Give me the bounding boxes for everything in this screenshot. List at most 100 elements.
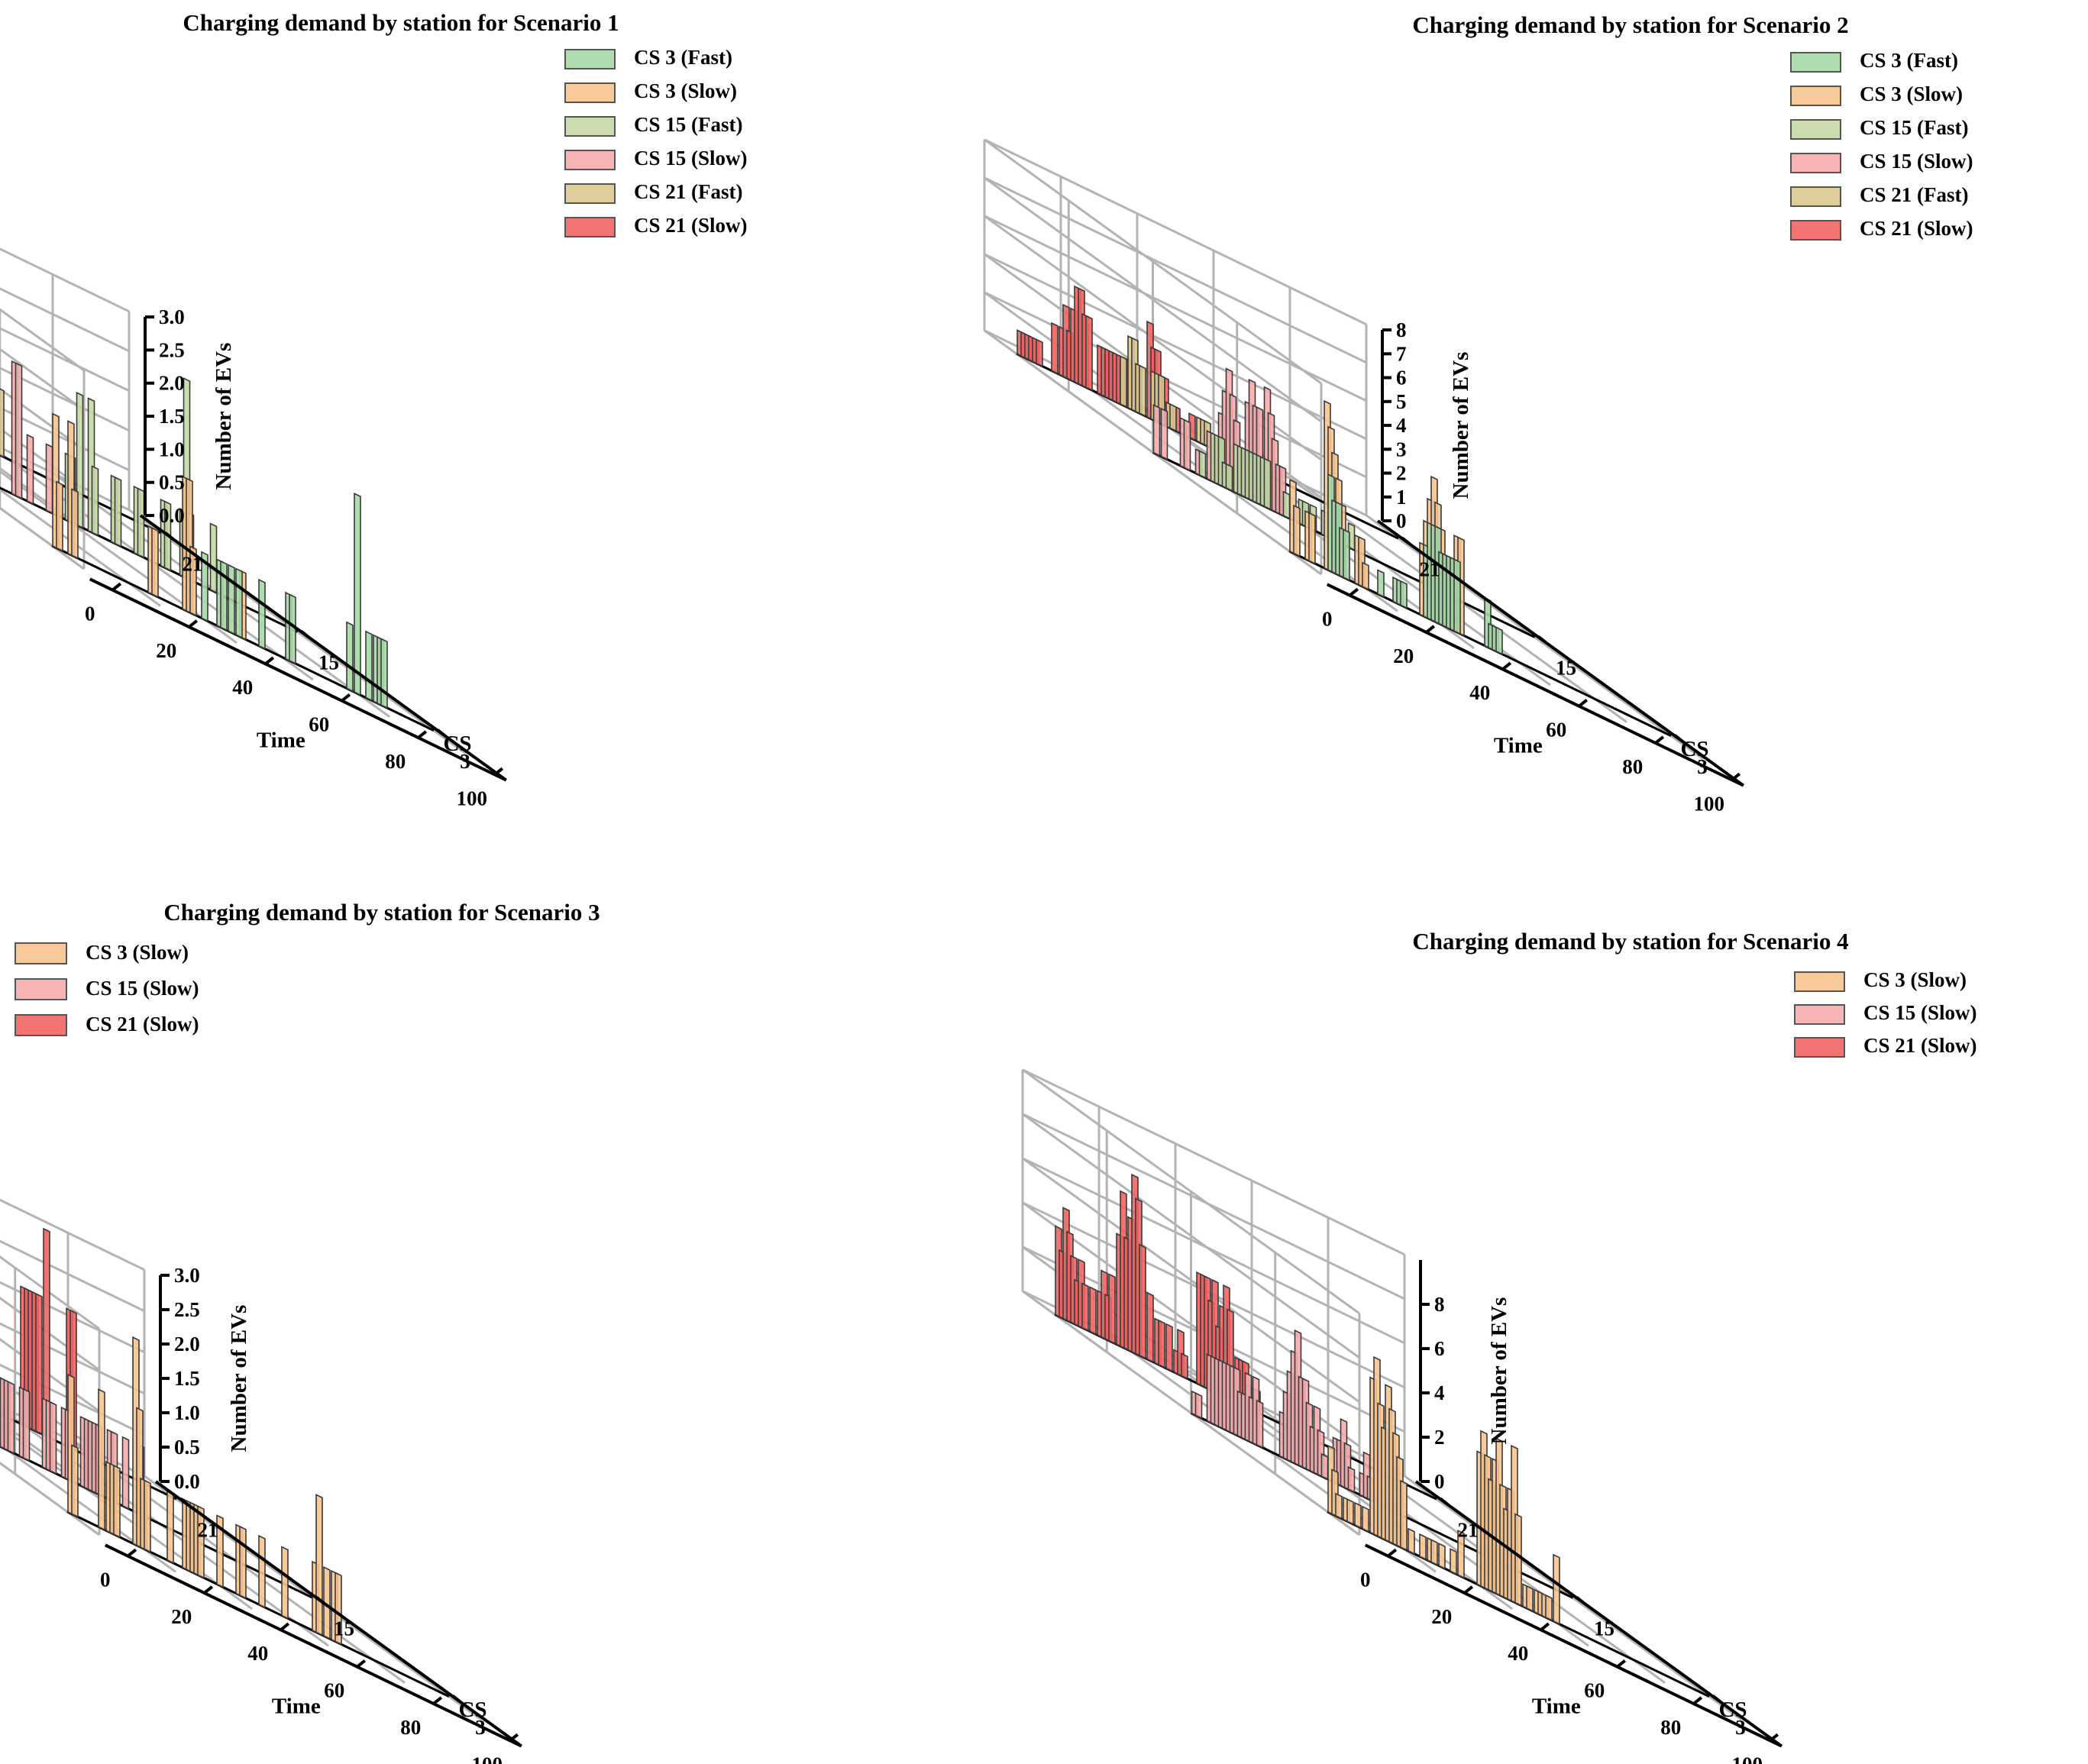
panel-scenario-3: Charging demand by station for Scenario … bbox=[0, 899, 600, 1764]
z-tick-label: 2 bbox=[1396, 462, 1407, 485]
bar bbox=[1160, 407, 1168, 460]
legend-label: CS 21 (Slow) bbox=[1860, 217, 1973, 240]
grid-line bbox=[0, 1363, 145, 1495]
bars bbox=[1055, 1173, 1560, 1625]
bar bbox=[1169, 402, 1177, 432]
time-tick-label: 40 bbox=[232, 676, 253, 699]
bar bbox=[1362, 1505, 1369, 1533]
bars bbox=[0, 1227, 342, 1646]
legend-label: CS 15 (Slow) bbox=[86, 977, 199, 1000]
legend-swatch bbox=[1790, 119, 1841, 140]
z-tick-label: 8 bbox=[1396, 318, 1407, 341]
legend-swatch bbox=[564, 217, 616, 237]
chart-title: Charging demand by station for Scenario … bbox=[1412, 928, 1848, 955]
bar bbox=[1051, 321, 1059, 375]
grid-line bbox=[0, 247, 130, 372]
bar bbox=[1120, 355, 1127, 409]
legend-label: CS 3 (Fast) bbox=[634, 46, 732, 69]
bar bbox=[1430, 1539, 1438, 1566]
bar bbox=[335, 1572, 342, 1646]
time-tick-label: 20 bbox=[1393, 645, 1414, 667]
time-tick-label: 60 bbox=[1584, 1679, 1605, 1702]
z-tick-label: 3.0 bbox=[174, 1264, 200, 1287]
time-tick-label: 0 bbox=[1322, 607, 1333, 630]
bar bbox=[1362, 561, 1369, 591]
bar bbox=[239, 1525, 247, 1600]
legend-label: CS 15 (Fast) bbox=[634, 113, 743, 136]
legend-swatch bbox=[15, 1014, 67, 1036]
time-tick bbox=[493, 767, 504, 776]
bar bbox=[1553, 1553, 1560, 1625]
legend-swatch bbox=[1790, 186, 1841, 207]
bar bbox=[1089, 1286, 1097, 1336]
bar bbox=[1354, 1501, 1362, 1530]
cs-tick bbox=[300, 630, 310, 639]
bar bbox=[1282, 490, 1291, 520]
bar bbox=[1400, 580, 1408, 609]
legend-label: CS 3 (Slow) bbox=[1863, 968, 1967, 991]
cs-tick bbox=[163, 531, 174, 541]
legend-swatch bbox=[564, 150, 616, 170]
grid-line bbox=[0, 367, 130, 491]
bar bbox=[144, 1479, 151, 1553]
station-baseline bbox=[1288, 550, 1672, 737]
time-tick-label: 40 bbox=[1469, 681, 1490, 704]
time-tick bbox=[112, 582, 122, 591]
cs-axis-label: CS bbox=[1680, 737, 1708, 761]
time-tick-label: 80 bbox=[385, 750, 406, 773]
legend-label: CS 3 (Fast) bbox=[1860, 49, 1958, 72]
cs-tick-label: 21 bbox=[183, 552, 203, 575]
legend-label: CS 3 (Slow) bbox=[634, 79, 737, 102]
legend-label: CS 3 (Slow) bbox=[1860, 82, 1963, 105]
grid-line bbox=[984, 253, 1367, 499]
grid-line bbox=[0, 327, 130, 451]
panel-scenario-1: Charging demand by station for Scenario … bbox=[0, 9, 748, 809]
grid-line bbox=[0, 1404, 145, 1536]
chart-title: Charging demand by station for Scenario … bbox=[1412, 11, 1848, 38]
bar bbox=[22, 1388, 31, 1462]
time-tick bbox=[1616, 1659, 1627, 1669]
bar bbox=[166, 1490, 174, 1565]
bar bbox=[15, 362, 23, 499]
bar bbox=[7, 1381, 15, 1455]
z-tick-label: 6 bbox=[1434, 1337, 1445, 1360]
z-tick-label: 1.5 bbox=[159, 405, 185, 428]
bar bbox=[258, 1534, 266, 1609]
time-tick bbox=[264, 656, 275, 665]
time-tick bbox=[1769, 1733, 1779, 1742]
cs-tick bbox=[315, 1596, 325, 1605]
bar bbox=[1400, 1479, 1408, 1552]
cs-tick-label: 3 bbox=[1735, 1716, 1746, 1739]
grid-line bbox=[0, 1239, 145, 1371]
time-tick-label: 20 bbox=[171, 1605, 192, 1628]
legend-label: CS 15 (Fast) bbox=[1860, 116, 1969, 139]
cs-tick-label: 21 bbox=[1420, 557, 1440, 580]
bar bbox=[1346, 1497, 1354, 1526]
bar bbox=[1152, 404, 1161, 457]
time-tick-label: 60 bbox=[1546, 719, 1566, 741]
z-tick-label: 4 bbox=[1434, 1381, 1445, 1404]
time-tick-label: 100 bbox=[457, 787, 488, 809]
time-tick-label: 100 bbox=[472, 1753, 503, 1764]
cs-axis-label: CS bbox=[443, 732, 471, 756]
bar bbox=[315, 1494, 323, 1636]
bar bbox=[98, 1388, 105, 1531]
legend-swatch bbox=[1794, 971, 1845, 992]
axes bbox=[1326, 330, 1744, 787]
bar bbox=[197, 1505, 205, 1579]
bar bbox=[151, 527, 159, 599]
cs-tick-label: 3 bbox=[460, 750, 470, 773]
time-tick-label: 0 bbox=[100, 1568, 111, 1591]
bar bbox=[45, 443, 53, 515]
grid-line bbox=[0, 1281, 145, 1413]
bar bbox=[1308, 512, 1316, 565]
z-tick-label: 0.0 bbox=[174, 1470, 200, 1493]
bar bbox=[1347, 1465, 1356, 1494]
legend-swatch bbox=[15, 978, 67, 1000]
time-tick bbox=[1692, 1696, 1703, 1705]
bar bbox=[1526, 1585, 1534, 1613]
time-axis-line bbox=[89, 577, 507, 782]
legend-swatch bbox=[15, 942, 67, 964]
legend-swatch bbox=[1794, 1004, 1845, 1025]
bar bbox=[228, 564, 235, 635]
